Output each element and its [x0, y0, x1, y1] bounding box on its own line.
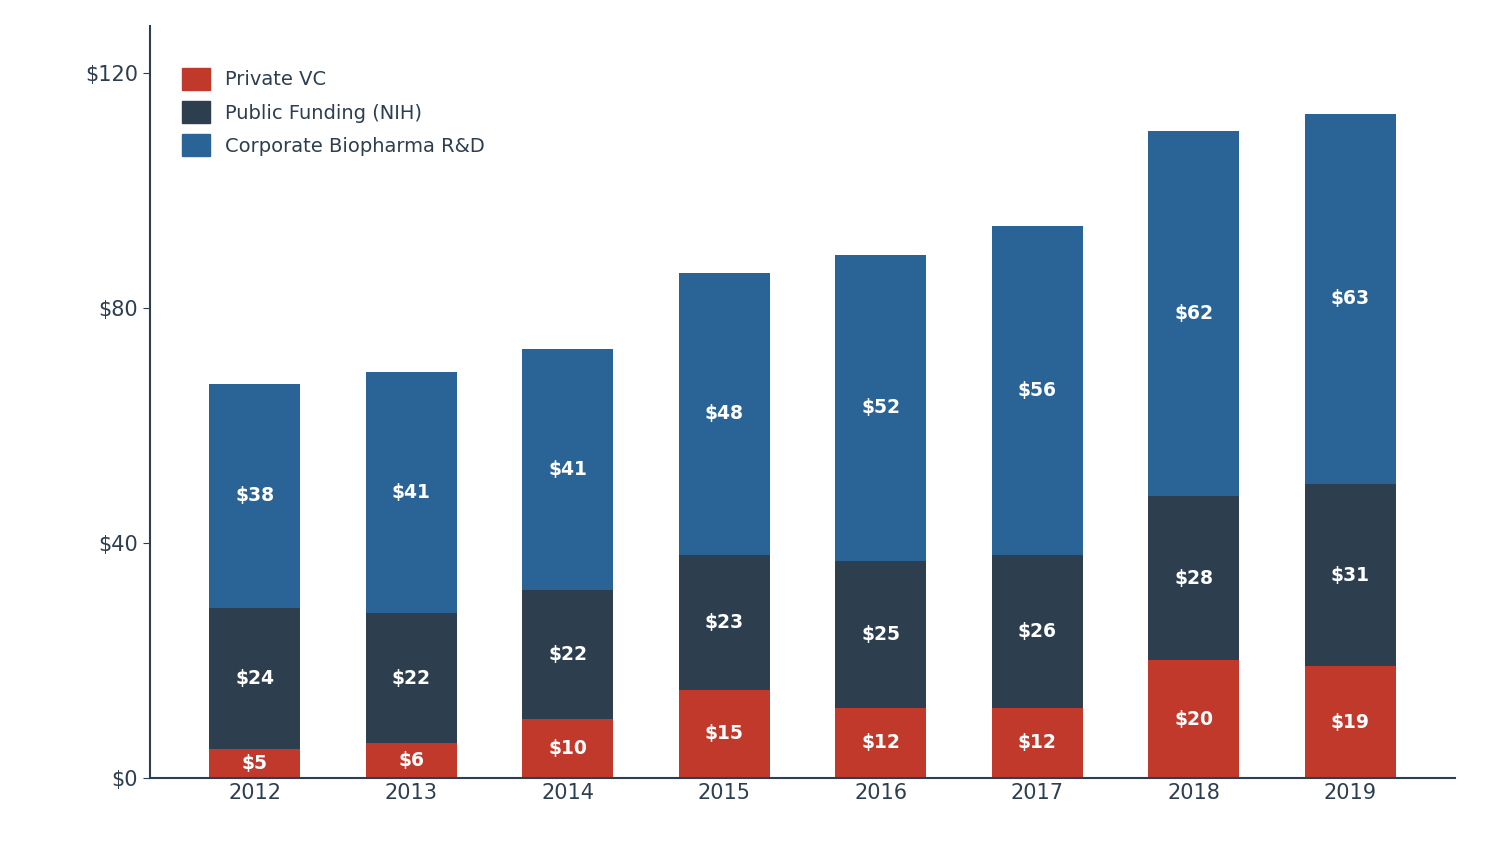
Text: $63: $63 — [1330, 290, 1370, 309]
Text: $19: $19 — [1330, 713, 1370, 732]
Text: $62: $62 — [1174, 304, 1214, 323]
Bar — [680, 690, 770, 778]
Text: $28: $28 — [1174, 569, 1214, 587]
Bar — [366, 743, 456, 778]
Text: $23: $23 — [705, 613, 744, 632]
Bar — [366, 614, 456, 743]
Text: $48: $48 — [705, 404, 744, 423]
Bar — [210, 749, 300, 778]
Text: $56: $56 — [1019, 380, 1058, 399]
Legend: Private VC, Public Funding (NIH), Corporate Biopharma R&D: Private VC, Public Funding (NIH), Corpor… — [172, 58, 495, 166]
Text: $5: $5 — [242, 754, 267, 773]
Text: $15: $15 — [705, 724, 744, 744]
Bar — [680, 273, 770, 555]
Bar — [522, 590, 614, 719]
Bar — [366, 373, 456, 614]
Text: $10: $10 — [549, 740, 586, 758]
Bar — [210, 384, 300, 608]
Bar — [836, 561, 926, 708]
Bar — [992, 708, 1083, 778]
Text: $41: $41 — [392, 483, 430, 503]
Bar — [836, 255, 926, 561]
Text: $12: $12 — [1019, 734, 1056, 752]
Text: $22: $22 — [392, 669, 430, 687]
Bar — [992, 226, 1083, 555]
Text: $52: $52 — [861, 398, 900, 417]
Text: $25: $25 — [861, 624, 900, 644]
Bar — [1305, 484, 1395, 666]
Bar — [522, 349, 614, 590]
Bar — [836, 708, 926, 778]
Text: $41: $41 — [549, 460, 586, 479]
Text: $24: $24 — [236, 669, 274, 687]
Bar — [680, 555, 770, 690]
Text: $22: $22 — [548, 646, 586, 664]
Text: $6: $6 — [398, 751, 424, 770]
Bar — [210, 608, 300, 749]
Bar — [1305, 666, 1395, 778]
Bar — [1305, 114, 1395, 484]
Text: $31: $31 — [1330, 566, 1370, 585]
Text: $12: $12 — [861, 734, 900, 752]
Bar — [1149, 496, 1239, 661]
Bar — [1149, 661, 1239, 778]
Bar — [992, 555, 1083, 708]
Text: $20: $20 — [1174, 710, 1214, 728]
Text: $38: $38 — [236, 486, 274, 505]
Bar — [522, 719, 614, 778]
Bar — [1149, 132, 1239, 496]
Text: $26: $26 — [1019, 622, 1058, 640]
